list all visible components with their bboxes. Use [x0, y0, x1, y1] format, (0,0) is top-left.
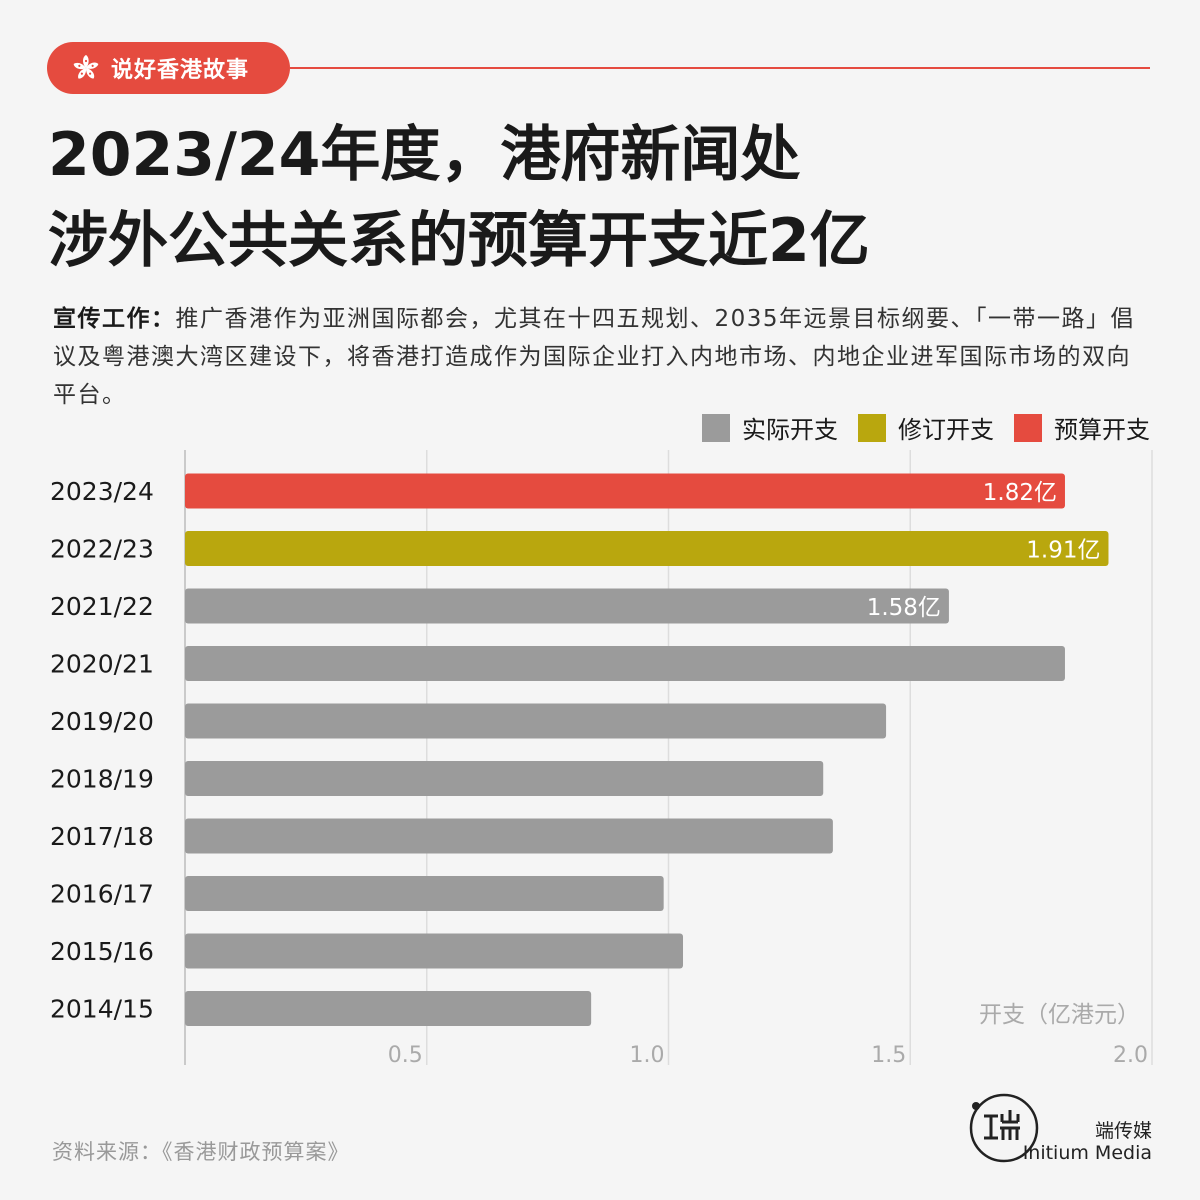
legend-label-revised: 修订开支	[898, 416, 994, 444]
bar-chart: 0.5 1.0 1.5 2.0 2023/24 1.82亿 2022/23 1.91亿 2021…	[50, 450, 1153, 1068]
y-category-label: 2017/18	[50, 822, 154, 851]
bar-data-label: 1.58亿	[867, 595, 941, 621]
title-line-1: 2023/24年度，港府新闻处	[48, 120, 801, 190]
brand-name-en: Initium Media	[1022, 1142, 1152, 1164]
legend-item-revised: 修订开支	[858, 410, 994, 445]
legend-swatch-budget	[1014, 413, 1042, 442]
x-axis-title: 开支（亿港元）	[979, 1002, 1140, 1028]
y-category-label: 2014/15	[50, 995, 154, 1024]
legend-item-budget: 预算开支	[1014, 410, 1150, 445]
bar	[185, 818, 833, 854]
header-divider	[290, 67, 1150, 69]
initium-logo-icon	[969, 1093, 1039, 1163]
y-category-label: 2023/24	[50, 477, 154, 506]
bar	[185, 473, 1065, 509]
y-category-label: 2020/21	[50, 650, 154, 679]
x-tick-label: 2.0	[1113, 1043, 1148, 1068]
description-text: 推广香港作为亚洲国际都会，尤其在十四五规划、2035年远景目标纲要、「一带一路」…	[53, 306, 1136, 408]
description: 宣传工作：推广香港作为亚洲国际都会，尤其在十四五规划、2035年远景目标纲要、「…	[53, 300, 1153, 414]
legend-label-actual: 实际开支	[742, 416, 838, 444]
source-note: 资料来源：《香港财政预算案》	[52, 1140, 350, 1164]
x-tick-label: 0.5	[388, 1043, 423, 1068]
y-category-label: 2016/17	[50, 880, 154, 909]
section-badge: 说好香港故事	[47, 42, 290, 94]
y-category-label: 2015/16	[50, 937, 154, 966]
bar-data-label: 1.91亿	[1026, 538, 1100, 564]
page-title: 2023/24年度，港府新闻处 涉外公共关系的预算开支近2亿	[48, 112, 1148, 284]
legend-swatch-actual	[702, 413, 730, 442]
bar	[185, 761, 824, 796]
y-category-label: 2018/19	[50, 765, 154, 794]
bar-data-label: 1.82亿	[983, 480, 1057, 506]
legend-item-actual: 实际开支	[702, 410, 838, 445]
y-category-label: 2021/22	[50, 592, 154, 621]
bauhinia-icon	[73, 55, 99, 79]
x-tick-label: 1.0	[630, 1043, 665, 1068]
chart-legend: 实际开支 修订开支 预算开支	[682, 410, 1150, 445]
bar	[185, 703, 887, 739]
bar	[185, 531, 1109, 566]
bar	[185, 646, 1065, 681]
bar	[185, 588, 949, 624]
x-tick-label: 1.5	[871, 1043, 906, 1068]
bar	[185, 991, 592, 1026]
bar	[185, 933, 684, 969]
y-category-label: 2019/20	[50, 707, 154, 736]
y-category-label: 2022/23	[50, 535, 154, 564]
brand-name-cn: 端传媒	[1094, 1120, 1152, 1142]
description-label: 宣传工作：	[53, 306, 176, 332]
bar	[185, 876, 664, 911]
legend-label-budget: 预算开支	[1054, 416, 1150, 444]
badge-label: 说好香港故事	[111, 58, 250, 83]
legend-swatch-revised	[858, 413, 886, 442]
title-line-2: 涉外公共关系的预算开支近2亿	[48, 206, 870, 276]
